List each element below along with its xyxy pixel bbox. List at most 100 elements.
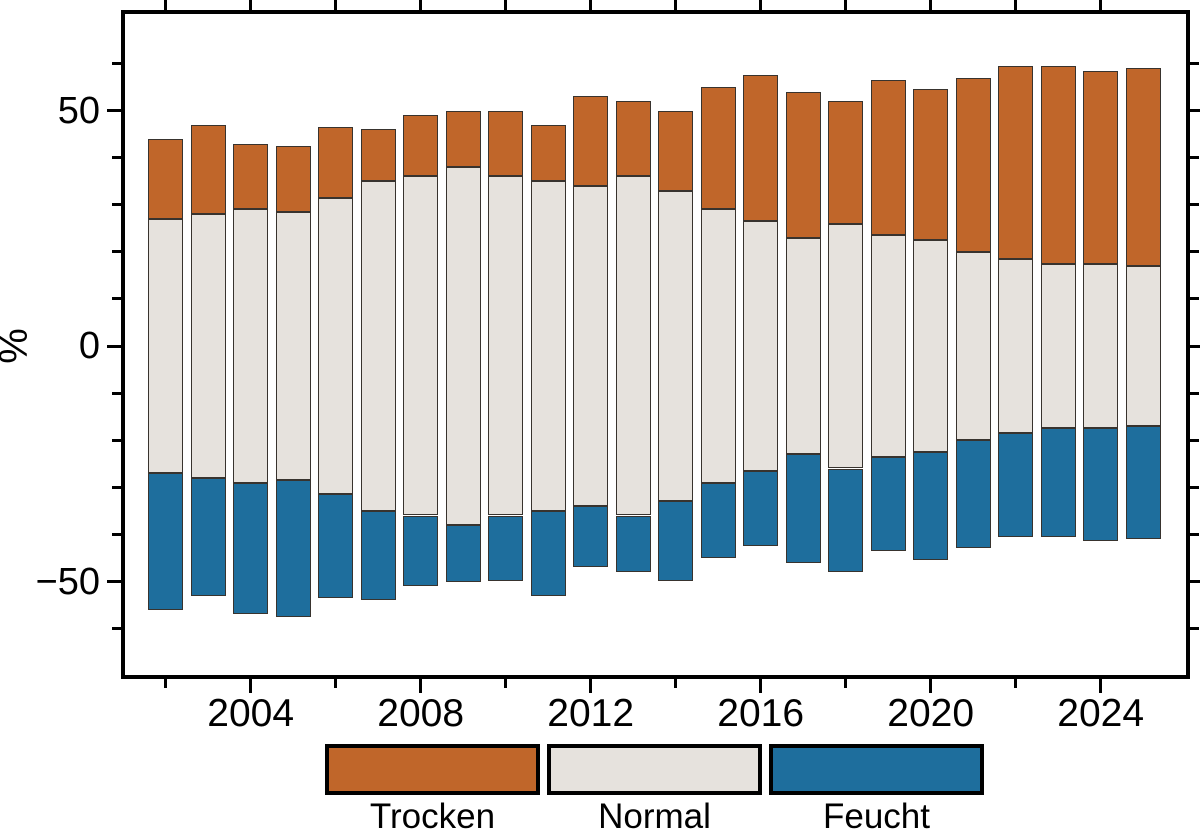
bar-segment-feucht-2021 xyxy=(955,440,991,549)
y-minor-tick-right-60 xyxy=(1190,61,1199,65)
bar-segment-trocken-2019 xyxy=(870,79,906,236)
bar-segment-trocken-2007 xyxy=(360,129,396,182)
y-minor-tick-left-30 xyxy=(112,203,121,207)
legend: Trocken Normal Feucht xyxy=(325,744,985,835)
y-minor-tick-left--60 xyxy=(112,627,121,631)
y-minor-tick-right-40 xyxy=(1190,156,1199,160)
bar-segment-normal-2023 xyxy=(1040,263,1076,429)
y-major-tick-right--50 xyxy=(1190,580,1200,583)
bar-segment-feucht-2002 xyxy=(148,473,184,610)
x-tick-bottom-2002 xyxy=(164,679,168,688)
bar-segment-feucht-2004 xyxy=(233,482,269,615)
x-tick-top-2010 xyxy=(504,0,508,10)
bar-segment-feucht-2008 xyxy=(403,515,439,587)
bar-segment-normal-2017 xyxy=(785,237,821,455)
y-major-tick-left-0 xyxy=(107,344,121,348)
x-tick-bottom-2024 xyxy=(1099,679,1103,693)
bar-segment-trocken-2015 xyxy=(700,86,736,210)
bar-segment-normal-2011 xyxy=(530,181,566,511)
bar-segment-normal-2016 xyxy=(743,221,779,471)
x-tick-top-2004 xyxy=(249,0,253,10)
bar-segment-normal-2006 xyxy=(318,197,354,495)
bar-segment-normal-2008 xyxy=(403,176,439,516)
bar-segment-feucht-2003 xyxy=(190,477,226,596)
bar-segment-normal-2022 xyxy=(998,258,1034,434)
bar-segment-trocken-2020 xyxy=(913,89,949,240)
bar-segment-trocken-2011 xyxy=(530,124,566,182)
bar-segment-normal-2002 xyxy=(148,218,184,474)
bar-segment-feucht-2024 xyxy=(1083,428,1119,542)
x-tick-top-2020 xyxy=(929,0,933,10)
y-minor-tick-right-10 xyxy=(1190,297,1199,301)
x-tick-bottom-2006 xyxy=(334,679,338,688)
bar-segment-trocken-2009 xyxy=(445,110,481,167)
legend-label-feucht: Feucht xyxy=(823,797,930,835)
bar-segment-normal-2010 xyxy=(488,176,524,516)
bar-segment-trocken-2023 xyxy=(1040,65,1076,264)
bar-segment-normal-2007 xyxy=(360,181,396,511)
x-tick-bottom-2020 xyxy=(929,679,933,693)
bar-segment-trocken-2016 xyxy=(743,75,779,222)
y-minor-tick-left--30 xyxy=(112,485,121,489)
x-tick-bottom-2008 xyxy=(419,679,423,693)
bar-segment-trocken-2008 xyxy=(403,115,439,177)
bar-segment-feucht-2022 xyxy=(998,433,1034,537)
y-minor-tick-left-60 xyxy=(112,61,121,65)
bar-segment-normal-2025 xyxy=(1125,265,1161,426)
bar-segment-normal-2005 xyxy=(275,211,311,481)
y-minor-tick-left-10 xyxy=(112,297,121,301)
bar-segment-feucht-2017 xyxy=(785,454,821,563)
bar-segment-feucht-2015 xyxy=(700,482,736,558)
x-tick-label-2016: 2016 xyxy=(717,692,805,735)
bar-segment-feucht-2019 xyxy=(870,456,906,551)
x-tick-top-2002 xyxy=(164,0,168,10)
bar-segment-normal-2014 xyxy=(658,190,694,502)
legend-label-trocken: Trocken xyxy=(369,797,496,835)
x-tick-top-2024 xyxy=(1099,0,1103,10)
bar-segment-trocken-2002 xyxy=(148,138,184,219)
y-major-tick-right-50 xyxy=(1190,109,1200,112)
bar-segment-trocken-2013 xyxy=(615,101,651,177)
x-tick-label-2012: 2012 xyxy=(547,692,635,735)
bar-segment-feucht-2025 xyxy=(1125,426,1161,540)
y-major-tick-left--50 xyxy=(107,580,121,583)
legend-swatch-normal xyxy=(547,744,762,795)
x-tick-bottom-2010 xyxy=(504,679,508,688)
x-tick-bottom-2004 xyxy=(249,679,253,693)
bar-segment-normal-2003 xyxy=(190,214,226,478)
bar-segment-feucht-2009 xyxy=(445,525,481,582)
bar-segment-trocken-2021 xyxy=(955,77,991,252)
x-tick-top-2018 xyxy=(844,0,848,10)
bar-segment-feucht-2018 xyxy=(828,468,864,573)
y-minor-tick-left--10 xyxy=(112,391,121,395)
bar-segment-normal-2021 xyxy=(955,251,991,441)
bar-segment-normal-2015 xyxy=(700,209,736,483)
x-tick-top-2022 xyxy=(1014,0,1018,10)
y-minor-tick-left--20 xyxy=(112,438,121,442)
bar-segment-normal-2024 xyxy=(1083,263,1119,429)
bar-segment-trocken-2022 xyxy=(998,65,1034,259)
y-minor-tick-right--30 xyxy=(1190,485,1199,489)
x-tick-bottom-2022 xyxy=(1014,679,1018,688)
bar-segment-trocken-2017 xyxy=(785,91,821,238)
x-tick-top-2012 xyxy=(589,0,593,10)
bar-segment-normal-2004 xyxy=(233,209,269,483)
bar-segment-feucht-2011 xyxy=(530,510,566,596)
y-major-tick-right-0 xyxy=(1190,344,1200,348)
bar-segment-feucht-2020 xyxy=(913,452,949,561)
bar-segment-trocken-2012 xyxy=(573,96,609,186)
x-tick-top-2006 xyxy=(334,0,338,10)
y-minor-tick-right-20 xyxy=(1190,250,1199,254)
legend-item-feucht: Feucht xyxy=(769,744,984,835)
bar-segment-trocken-2005 xyxy=(275,145,311,212)
bar-segment-normal-2020 xyxy=(913,240,949,452)
x-tick-bottom-2016 xyxy=(759,679,763,693)
bar-segment-trocken-2014 xyxy=(658,110,694,191)
y-minor-tick-right--20 xyxy=(1190,438,1199,442)
y-major-tick-left-50 xyxy=(107,109,121,112)
y-tick-label-50: 50 xyxy=(57,89,100,132)
y-minor-tick-left--40 xyxy=(112,532,121,536)
bar-segment-trocken-2003 xyxy=(190,124,226,215)
bar-segment-normal-2012 xyxy=(573,185,609,507)
bar-segment-trocken-2004 xyxy=(233,143,269,210)
